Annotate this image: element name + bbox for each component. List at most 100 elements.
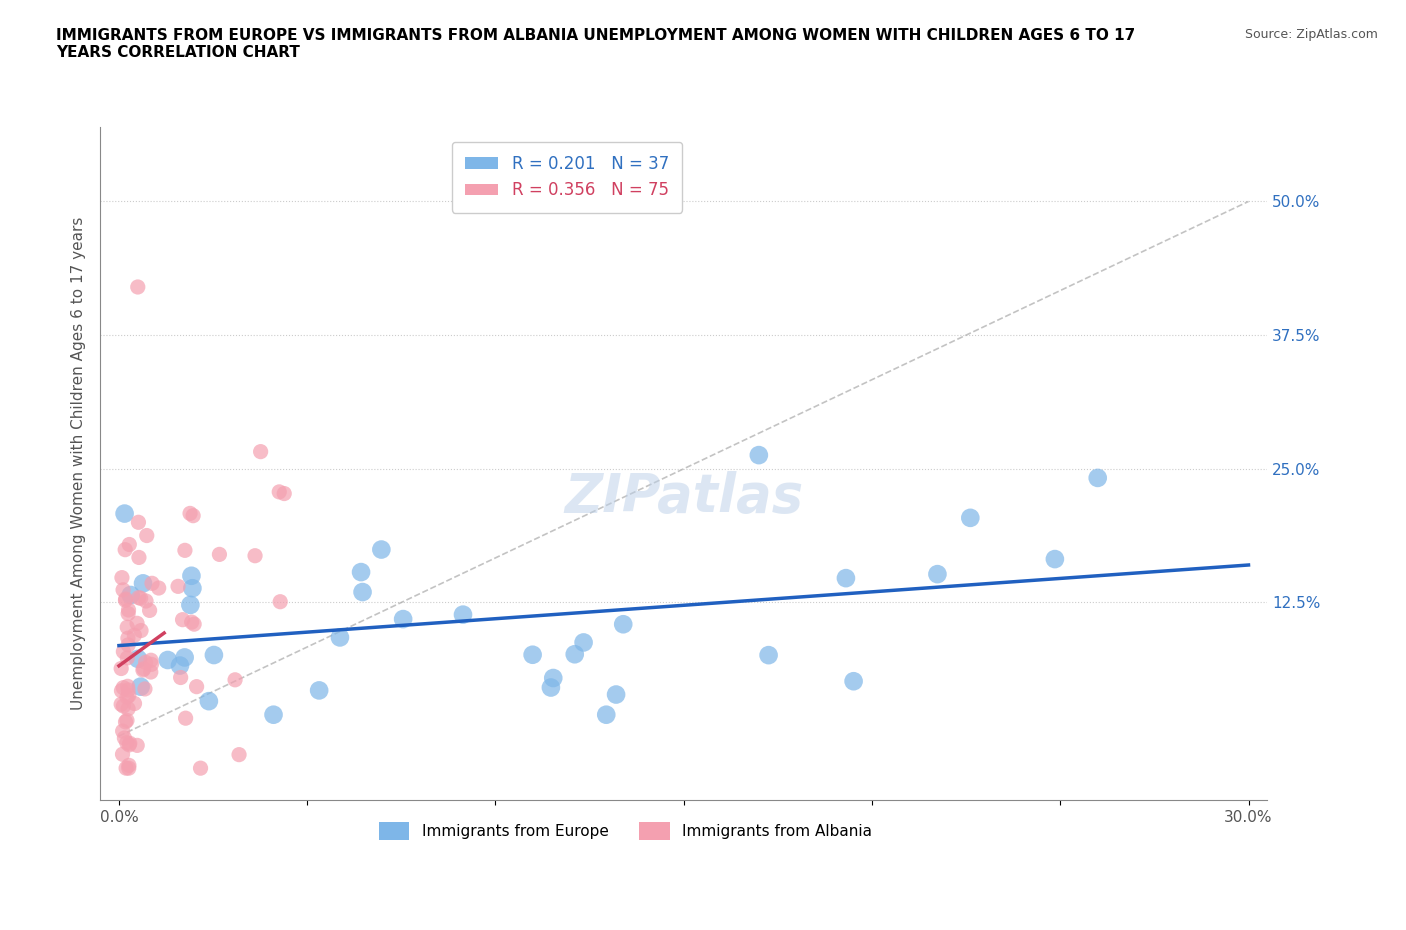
Point: [842, 674, 865, 689]
Point: [370, 542, 392, 557]
Point: [118, 736, 141, 751]
Point: [120, 588, 142, 603]
Point: [118, 761, 141, 776]
Point: [112, 644, 135, 659]
Point: [572, 635, 595, 650]
Point: [141, 576, 163, 591]
Point: [263, 708, 285, 723]
Point: [541, 671, 564, 685]
Point: [132, 662, 155, 677]
Point: [117, 603, 139, 618]
Point: [112, 698, 135, 713]
Point: [228, 747, 250, 762]
Point: [138, 603, 160, 618]
Point: [129, 591, 152, 605]
Point: [329, 630, 352, 644]
Point: [451, 607, 474, 622]
Point: [118, 537, 141, 551]
Point: [117, 631, 139, 645]
Point: [111, 747, 134, 762]
Point: [125, 616, 148, 631]
Point: [114, 714, 136, 729]
Point: [595, 708, 617, 723]
Point: [117, 606, 139, 621]
Point: [114, 592, 136, 607]
Point: [118, 758, 141, 773]
Text: Source: ZipAtlas.com: Source: ZipAtlas.com: [1244, 28, 1378, 41]
Point: [202, 647, 225, 662]
Point: [179, 506, 201, 521]
Text: ZIPatlas: ZIPatlas: [564, 472, 803, 523]
Point: [540, 680, 562, 695]
Point: [117, 683, 139, 698]
Point: [148, 580, 170, 595]
Point: [112, 582, 135, 597]
Point: [308, 683, 330, 698]
Point: [1087, 471, 1109, 485]
Point: [927, 566, 949, 581]
Point: [174, 711, 197, 725]
Point: [183, 617, 205, 631]
Point: [110, 661, 132, 676]
Point: [111, 570, 134, 585]
Y-axis label: Unemployment Among Women with Children Ages 6 to 17 years: Unemployment Among Women with Children A…: [72, 217, 86, 711]
Point: [117, 637, 139, 652]
Point: [124, 696, 146, 711]
Point: [115, 761, 138, 776]
Point: [522, 647, 544, 662]
Point: [127, 651, 149, 666]
Point: [112, 731, 135, 746]
Point: [172, 612, 194, 627]
Point: [117, 679, 139, 694]
Point: [135, 593, 157, 608]
Point: [564, 647, 586, 662]
Point: [273, 486, 295, 501]
Point: [114, 542, 136, 557]
Point: [835, 571, 858, 586]
Point: [169, 671, 191, 685]
Point: [128, 550, 150, 565]
Point: [181, 580, 204, 595]
Legend: Immigrants from Europe, Immigrants from Albania: Immigrants from Europe, Immigrants from …: [373, 816, 877, 846]
Point: [748, 447, 770, 462]
Point: [269, 594, 291, 609]
Point: [179, 597, 201, 612]
Point: [112, 680, 135, 695]
Point: [190, 761, 212, 776]
Point: [169, 658, 191, 673]
Point: [132, 576, 155, 591]
Point: [115, 619, 138, 634]
Point: [124, 628, 146, 643]
Point: [115, 690, 138, 705]
Point: [132, 661, 155, 676]
Point: [118, 737, 141, 752]
Point: [139, 653, 162, 668]
Point: [129, 679, 152, 694]
Point: [127, 737, 149, 752]
Point: [135, 655, 157, 670]
Point: [1043, 551, 1066, 566]
Point: [141, 657, 163, 671]
Point: [224, 672, 246, 687]
Point: [186, 679, 208, 694]
Point: [117, 701, 139, 716]
Point: [114, 591, 136, 606]
Point: [128, 591, 150, 605]
Point: [117, 650, 139, 665]
Point: [134, 682, 156, 697]
Point: [181, 508, 204, 523]
Point: [198, 694, 221, 709]
Point: [167, 578, 190, 593]
Point: [110, 697, 132, 711]
Point: [115, 713, 138, 728]
Point: [249, 445, 271, 459]
Point: [243, 549, 266, 564]
Point: [758, 647, 780, 662]
Point: [115, 736, 138, 751]
Point: [174, 543, 197, 558]
Point: [173, 650, 195, 665]
Point: [127, 515, 149, 530]
Point: [114, 506, 136, 521]
Point: [156, 653, 179, 668]
Point: [129, 623, 152, 638]
